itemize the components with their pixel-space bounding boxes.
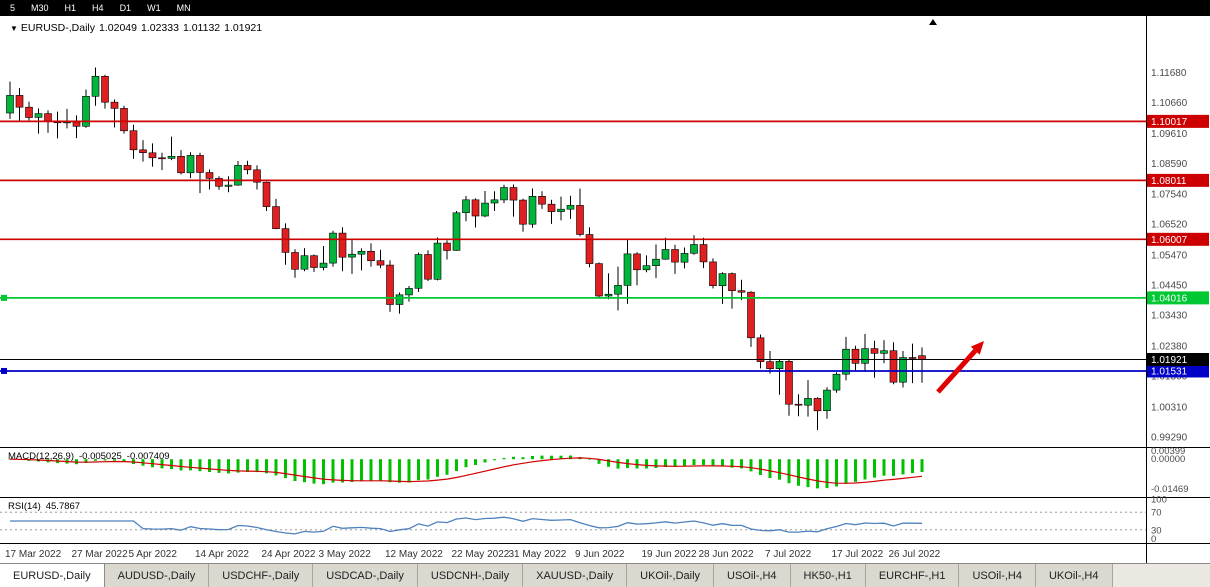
symbol-dropdown-icon[interactable]: ▼ [10, 24, 18, 33]
price-label-1.06007: 1.06007 [1151, 235, 1188, 246]
macd-axis-tick: -0.01469 [1151, 484, 1189, 495]
ohlc-low: 1.01132 [182, 22, 221, 34]
timeframe-button-h4[interactable]: H4 [92, 3, 104, 13]
date-axis-label: 27 Mar 2022 [72, 549, 129, 560]
macd-value: -0.005025 [79, 451, 122, 462]
price-axis-tick: 1.06520 [1151, 220, 1188, 231]
price-chart[interactable]: 1.11680 1.10660 1.09610 1.08590 1.07540 1.065… [0, 16, 1210, 563]
symbol-tab-usdchf-daily[interactable]: USDCHF-,Daily [209, 564, 314, 587]
price-axis-tick: 1.07540 [1151, 190, 1188, 201]
chart-title: ▼ EURUSD-,Daily 1.02049 1.02333 1.01132 1.019… [10, 22, 266, 34]
symbol-tab-usdcad-daily[interactable]: USDCAD-,Daily [313, 564, 418, 587]
price-label-1.10017: 1.10017 [1151, 117, 1188, 128]
rsi-name: RSI(14) [8, 501, 41, 512]
price-axis-tick: 1.02380 [1151, 342, 1188, 353]
rsi-line [10, 516, 923, 535]
ohlc-close: 1.01921 [224, 22, 263, 34]
price-label-1.01531: 1.01531 [1151, 366, 1188, 377]
price-axis-tick: 1.10660 [1151, 98, 1188, 109]
price-axis-tick: 1.08590 [1151, 159, 1188, 170]
price-axis-tick: 1.11680 [1151, 68, 1187, 79]
macd-signal-value: -0.007409 [126, 451, 170, 462]
symbol-tab-xauusd-daily[interactable]: XAUUSD-,Daily [523, 564, 628, 587]
date-axis-label: 22 May 2022 [452, 549, 510, 560]
rsi-value: 45.7867 [45, 501, 81, 512]
symbol-tab-eurusd-daily[interactable]: EURUSD-,Daily [0, 564, 105, 587]
date-axis-label: 9 Jun 2022 [575, 549, 625, 560]
timeframe-button-m30[interactable]: M30 [31, 3, 49, 13]
price-label-box [1147, 364, 1209, 378]
rsi-axis-tick: 70 [1151, 508, 1162, 519]
candles-layer [6, 67, 926, 431]
macd-name: MACD(12,26,9) [8, 451, 74, 462]
symbol-tab-eurchf-h1[interactable]: EURCHF-,H1 [865, 564, 960, 587]
date-axis-label: 28 Jun 2022 [699, 549, 754, 560]
price-label-box [1147, 173, 1209, 187]
chart-shift-marker-icon[interactable] [929, 19, 937, 25]
hline-marker [1, 367, 7, 374]
trend-arrow-head[interactable] [970, 341, 984, 355]
price-label-box [1147, 353, 1209, 366]
date-axis-label: 31 May 2022 [509, 549, 567, 560]
rsi-axis-tick: 100 [1151, 495, 1167, 506]
chart-symbol-label: EURUSD-,Daily [20, 22, 96, 34]
rsi-axis-tick: 0 [1151, 534, 1156, 545]
rsi-indicator-label: RSI(14) 45.7867 [8, 501, 85, 512]
date-axis-label: 26 Jul 2022 [889, 549, 941, 560]
ohlc-open: 1.02049 [99, 22, 137, 34]
timeframe-button-5[interactable]: 5 [10, 3, 16, 13]
date-axis-label: 17 Jul 2022 [832, 549, 884, 560]
price-label-1.08011: 1.08011 [1151, 176, 1187, 187]
price-label-1.01921: 1.01921 [1151, 355, 1188, 366]
date-axis-label: 14 Apr 2022 [195, 549, 249, 560]
symbol-tab-ukoil-daily[interactable]: UKOil-,Daily [627, 564, 715, 587]
macd-axis-tick: 0.00399 [1151, 446, 1185, 457]
price-axis-tick: 1.03430 [1151, 311, 1188, 322]
ohlc-high: 1.02333 [140, 22, 179, 34]
date-axis-label: 12 May 2022 [385, 549, 443, 560]
date-axis-label: 5 Apr 2022 [129, 549, 178, 560]
timeframe-button-h1[interactable]: H1 [64, 3, 77, 13]
macd-axis-tick: 0.00000 [1151, 454, 1185, 465]
chart-area[interactable]: 1.11680 1.10660 1.09610 1.08590 1.07540 1.065… [0, 16, 1210, 563]
symbol-tab-usoil-h4[interactable]: USOil-,H4 [959, 564, 1036, 587]
timeframe-toolbar: 5 M30 H1 H4 D1 W1 MN [0, 0, 1210, 16]
symbol-tab-usdcnh-daily[interactable]: USDCNH-,Daily [417, 564, 524, 587]
symbol-tab-ukoil-h4[interactable]: UKOil-,H4 [1035, 564, 1113, 587]
date-axis-label: 24 Apr 2022 [262, 549, 316, 560]
price-axis-tick: 1.00310 [1151, 402, 1188, 413]
price-axis-tick: 0.99290 [1151, 432, 1188, 443]
timeframe-button-mn[interactable]: MN [176, 3, 191, 13]
symbol-tab-hk50-h1[interactable]: HK50-,H1 [790, 564, 866, 587]
rsi-axis-tick: 30 [1151, 525, 1162, 536]
macd-indicator-label: MACD(12,26,9) -0.005025 -0.007409 [8, 451, 175, 462]
macd-signal-line [9, 457, 923, 484]
timeframe-button-d1[interactable]: D1 [119, 3, 132, 13]
date-axis-label: 7 Jul 2022 [765, 549, 812, 560]
timeframe-button-w1[interactable]: W1 [147, 3, 161, 13]
price-label-1.04016: 1.04016 [1151, 293, 1188, 304]
symbol-tab-usoil-h4[interactable]: USOil-,H4 [714, 564, 791, 587]
price-axis-tick: 1.05470 [1151, 251, 1188, 262]
date-axis-label: 3 May 2022 [319, 549, 372, 560]
price-label-box [1147, 291, 1209, 305]
symbol-tab-audusd-daily[interactable]: AUDUSD-,Daily [104, 564, 210, 587]
price-axis-tick: 1.09610 [1151, 129, 1188, 140]
price-label-box [1147, 232, 1209, 246]
symbol-tab-bar: EURUSD-,Daily AUDUSD-,Daily USDCHF-,Daily U… [0, 563, 1210, 587]
trend-arrow-annotation[interactable] [936, 348, 978, 394]
hline-marker [1, 294, 7, 301]
price-label-box [1147, 114, 1209, 128]
date-axis-label: 19 Jun 2022 [642, 549, 697, 560]
price-axis-tick: 1.04450 [1151, 281, 1188, 292]
date-axis-label: 17 Mar 2022 [5, 549, 62, 560]
